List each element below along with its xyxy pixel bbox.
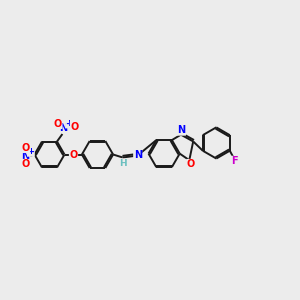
Text: F: F — [231, 156, 237, 166]
Text: O: O — [187, 159, 195, 170]
Text: N: N — [59, 123, 67, 133]
Text: N: N — [177, 125, 186, 135]
Text: O: O — [21, 159, 30, 170]
Text: H: H — [119, 159, 127, 168]
Text: O: O — [54, 118, 62, 128]
Text: O: O — [21, 142, 30, 153]
Text: O: O — [69, 149, 78, 160]
Text: +: + — [65, 119, 73, 128]
Text: +: + — [27, 147, 34, 156]
Text: O: O — [70, 122, 79, 131]
Text: N: N — [134, 150, 142, 161]
Text: N: N — [21, 151, 30, 161]
